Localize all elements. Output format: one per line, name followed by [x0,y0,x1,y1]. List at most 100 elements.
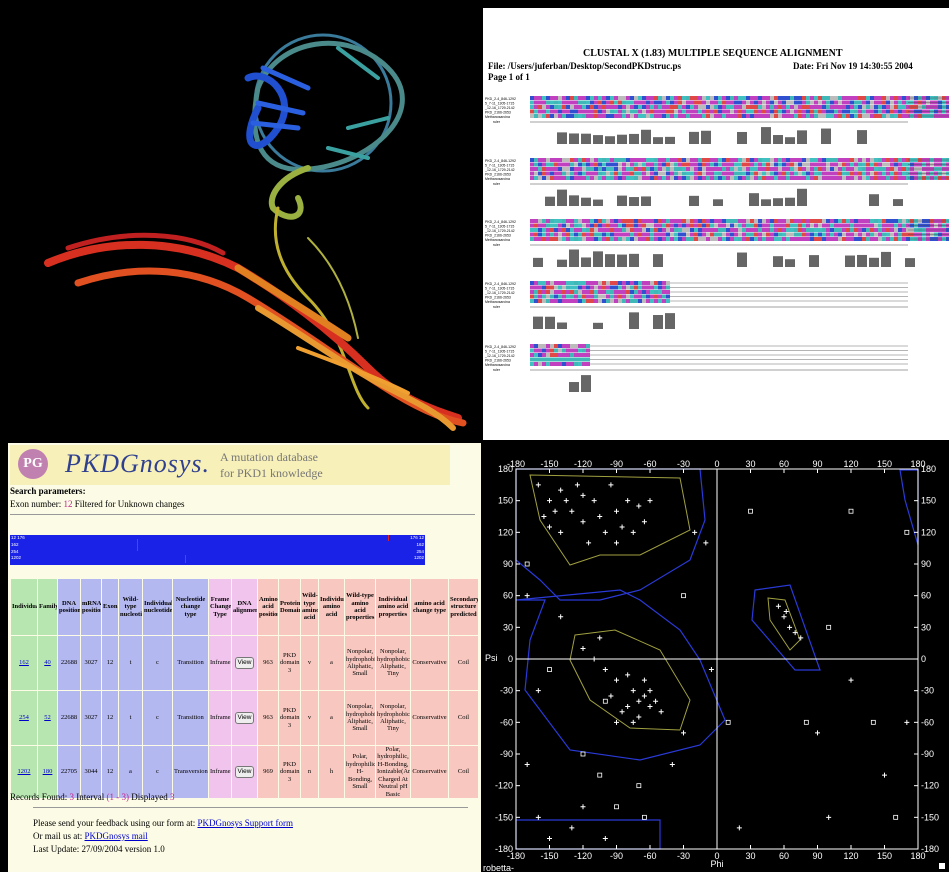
residue [530,163,534,167]
residue [590,281,594,285]
residue [790,114,794,118]
residue [686,228,690,232]
residue [826,105,830,109]
residue [758,219,762,223]
residue [598,158,602,162]
residue [590,158,594,162]
conservation-bar [641,196,651,206]
residue [530,105,534,109]
residue [662,224,666,228]
conservation-bar [797,189,807,206]
residue [770,167,774,171]
residue [822,158,826,162]
record-link[interactable]: 52 [44,714,51,721]
residue [714,172,718,176]
residue [634,105,638,109]
residue [622,224,626,228]
x-tick-label: 90 [812,851,822,861]
support-link[interactable]: PKDGnosys Support form [197,818,293,828]
residue [894,172,898,176]
residue [838,219,842,223]
residue [534,224,538,228]
residue [794,158,798,162]
residue [850,105,854,109]
bar-label: 176 12 [410,535,424,542]
conservation-bar [617,255,627,267]
residue [894,224,898,228]
cell-text: Nonpolar, hydrophobic, Aliphatic, Tiny [377,648,411,677]
residue [542,358,546,362]
residue [726,110,730,114]
residue [698,172,702,176]
residue [858,105,862,109]
residue [882,167,886,171]
residue [614,299,618,303]
residue [622,233,626,237]
residue [866,110,870,114]
residue [754,163,758,167]
residue [734,158,738,162]
conservation-bar [629,134,639,144]
residue [822,163,826,167]
residue [550,237,554,241]
view-button[interactable]: View [235,766,255,777]
residue [642,176,646,180]
residue [758,110,762,114]
residue [742,110,746,114]
residue [750,110,754,114]
view-button[interactable]: View [235,712,255,723]
residue [814,158,818,162]
residue [770,176,774,180]
residue [590,172,594,176]
residue [578,110,582,114]
sequence-name: _12-16_1729-2142 [484,168,515,172]
residue [886,158,890,162]
residue [874,101,878,105]
record-link[interactable]: 180 [43,768,53,775]
residue [814,228,818,232]
residue [610,105,614,109]
residue [666,281,670,285]
ruler-label: ruler [493,368,501,372]
residue [894,237,898,241]
residue [658,105,662,109]
residue [578,101,582,105]
residue [866,176,870,180]
residue [838,163,842,167]
residue [822,167,826,171]
residue [770,163,774,167]
table-cell: Nonpolar, hydrophobic, Aliphatic, Small [345,636,376,691]
residue [530,224,534,228]
mail-link[interactable]: PKDGnosys mail [85,831,148,841]
residue [546,101,550,105]
residue [802,101,806,105]
residue [782,172,786,176]
sequence-name: _12-16_1729-2142 [484,106,515,110]
residue [782,176,786,180]
residue [898,167,902,171]
residue [674,233,678,237]
residue [846,172,850,176]
residue [622,114,626,118]
residue [658,101,662,105]
residue [554,286,558,290]
residue [714,158,718,162]
record-link[interactable]: 254 [19,714,29,721]
record-link[interactable]: 1202 [18,768,31,775]
residue [626,172,630,176]
residue [718,158,722,162]
record-link[interactable]: 162 [19,659,29,666]
residue [558,299,562,303]
record-link[interactable]: 40 [44,659,51,666]
residue [538,281,542,285]
residue [818,163,822,167]
view-button[interactable]: View [235,657,255,668]
residue [742,96,746,100]
residue [538,167,542,171]
residue [582,299,586,303]
residue [874,228,878,232]
residue [862,219,866,223]
residue [534,295,538,299]
residue [726,233,730,237]
